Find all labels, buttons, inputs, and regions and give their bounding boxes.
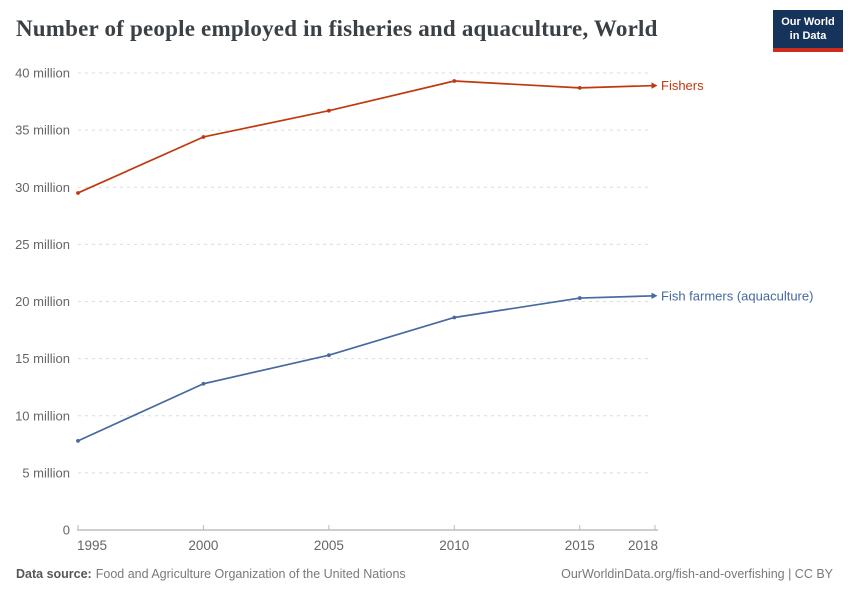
y-axis-tick-label: 20 million [15,294,70,309]
data-point-fishers-2010[interactable] [452,79,457,83]
y-axis-tick-label: 10 million [15,408,70,423]
x-axis-tick-label: 2005 [314,538,344,553]
x-axis-tick-label: 2015 [565,538,595,553]
chart-title: Number of people employed in fisheries a… [16,16,658,41]
chart-footer: Data source: Food and Agriculture Organiz… [16,567,833,581]
owid-logo-red-bar [773,47,843,52]
series-line-fishers[interactable] [77,80,656,194]
data-point-fish-farmers-aquaculture-2010[interactable] [452,315,457,320]
owid-logo-line1: Our World [781,16,835,28]
x-axis-tick-label: 2010 [439,538,469,553]
data-point-fish-farmers-aquaculture-2000[interactable] [201,381,206,386]
data-source: Data source: Food and Agriculture Organiz… [16,567,406,581]
data-point-fish-farmers-aquaculture-2015[interactable] [577,296,582,300]
x-axis-tick-label: 2018 [628,538,658,553]
series-line-fish-farmers-aquaculture[interactable] [77,294,656,442]
data-point-fish-farmers-aquaculture-1995[interactable] [76,438,80,443]
series-label-fishers[interactable]: Fishers [661,78,704,93]
data-point-fishers-2015[interactable] [577,85,582,90]
data-point-fishers-1995[interactable] [76,191,80,195]
series-label-fish-farmers-aquaculture[interactable]: Fish farmers (aquaculture) [661,288,813,303]
data-source-label: Data source: [16,567,92,581]
owid-logo-line2: in Data [789,30,827,43]
y-axis-tick-label: 0 [63,523,70,538]
data-point-fishers-2005[interactable] [326,108,331,113]
y-axis-tick-label: 5 million [22,465,70,480]
y-axis-tick-label: 15 million [15,351,70,366]
y-axis-tick-label: 35 million [15,123,70,138]
y-axis-tick-label: 40 million [15,66,70,81]
data-point-fishers-2000[interactable] [201,135,206,139]
owid-attribution-link[interactable]: OurWorldinData.org/fish-and-overfishing … [561,567,833,581]
x-axis-tick-label: 2000 [188,538,218,553]
y-axis-tick-label: 25 million [15,237,70,252]
line-end-arrow [651,82,658,89]
data-source-text: Food and Agriculture Organization of the… [95,567,406,581]
x-axis-tick-label: 1995 [77,538,107,553]
line-end-arrow [651,292,658,299]
data-point-fish-farmers-aquaculture-2005[interactable] [326,353,331,358]
y-axis-tick-label: 30 million [15,180,70,195]
owid-logo[interactable]: Our World in Data [773,10,843,52]
